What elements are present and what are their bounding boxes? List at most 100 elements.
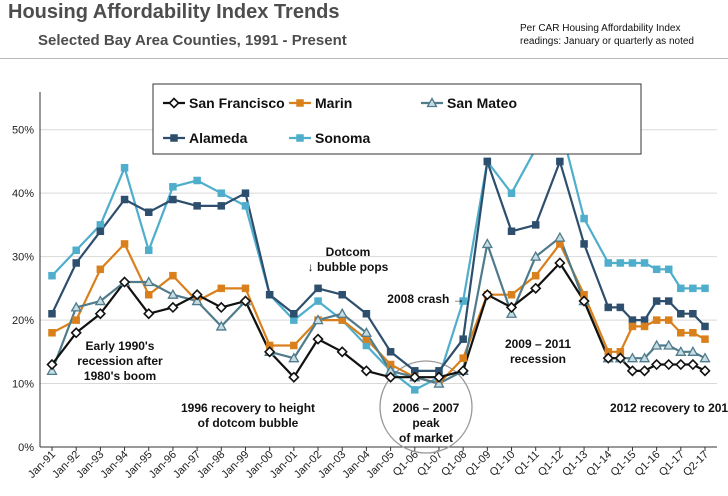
annotation-line: ↓ bubble pops [308,260,389,274]
data-point [687,358,699,371]
data-point [338,290,346,299]
data-point [675,345,687,356]
data-point [652,265,661,274]
annotation-line: 2012 recovery to 2017 [610,401,728,415]
annotation-line: 1996 recovery to height [181,401,315,415]
data-point [652,297,661,305]
data-point [96,265,105,274]
data-point [580,214,588,223]
data-point [689,329,697,337]
data-point [677,309,685,318]
x-tick-label: Q1-08 [439,449,469,479]
data-point [167,301,179,314]
data-point [628,322,637,331]
data-point [144,246,153,255]
data-point [215,301,227,314]
data-point [626,365,639,377]
data-point [46,365,58,376]
data-point [530,250,542,261]
annotation-line: 2006 – 2007 [393,401,460,415]
x-tick-label: Q1-17 [657,449,687,479]
x-tick-label: Q1-14 [584,449,614,479]
data-point [96,221,105,229]
annotation-line: Early 1990's [86,339,155,353]
data-point [675,358,687,371]
x-tick-label: Q1-12 [536,449,566,479]
source-note-line: readings: January or quarterly as noted [520,36,694,47]
data-point [48,271,56,280]
data-point [701,335,709,343]
annotation-line: of market [399,431,453,445]
series-markers [46,119,711,394]
data-point [650,358,663,371]
data-point [483,157,492,166]
data-point [168,97,180,109]
data-point [94,295,106,306]
annotation-peak-2006: 2006 – 2007 peak of market [393,401,460,445]
x-tick-label: Q1-06 [391,449,421,479]
data-point [288,352,300,363]
annotation-recovery-1996: 1996 recovery to height of dotcom bubble [181,401,315,430]
data-point [459,297,467,305]
data-point [507,290,516,299]
y-tick-label: 50% [12,125,34,137]
legend-label: Alameda [189,130,248,146]
data-point [687,345,699,356]
data-point [602,352,614,364]
data-point [336,307,348,318]
data-point [578,295,590,307]
data-point [459,354,467,362]
x-tick-label: Q1-09 [463,449,493,479]
data-point [433,377,445,388]
data-point [217,189,226,197]
data-point [640,322,649,331]
data-point [604,303,613,312]
source-note-line: Per CAR Housing Affordability Index [520,23,681,34]
chart-title: Housing Affordability Index Trends [8,1,340,23]
data-point [616,259,625,267]
data-point [554,257,566,269]
annotation-recession-2009: 2009 – 2011 recession [505,337,571,366]
data-point [664,316,673,324]
data-point [143,308,155,320]
data-point [554,231,566,242]
legend-label: San Francisco [189,95,285,111]
data-point [72,259,80,267]
data-point [507,189,516,197]
annotation-early-1990s: Early 1990's recession after 1980's boom [77,339,163,383]
data-point [290,341,298,350]
data-point [264,346,276,358]
data-point [663,358,675,371]
data-point [699,365,711,377]
data-point [556,157,564,166]
data-point [638,352,651,363]
data-point [614,352,626,364]
data-point [296,99,304,107]
data-point [336,346,348,358]
data-point [144,208,153,216]
data-point [314,284,322,293]
data-point [241,202,250,210]
data-point [193,176,201,185]
data-point [46,358,58,371]
data-point [48,309,56,318]
data-point [677,284,685,293]
legend-label: San Mateo [447,95,517,111]
legend-box [152,83,642,155]
header-divider [0,58,728,59]
data-point [459,335,467,343]
data-point [626,352,639,363]
data-point [48,329,56,337]
data-point [604,259,613,267]
data-point [191,295,203,306]
data-point [362,309,371,318]
data-point [664,297,673,305]
data-point [530,282,542,294]
data-point [120,164,129,172]
data-point [531,271,540,280]
data-point [699,352,711,363]
annotations: Early 1990's recession after 1980's boom Do… [77,245,728,445]
x-tick-label: Q1-11 [512,449,542,479]
data-point [296,134,304,142]
data-point [616,303,625,312]
